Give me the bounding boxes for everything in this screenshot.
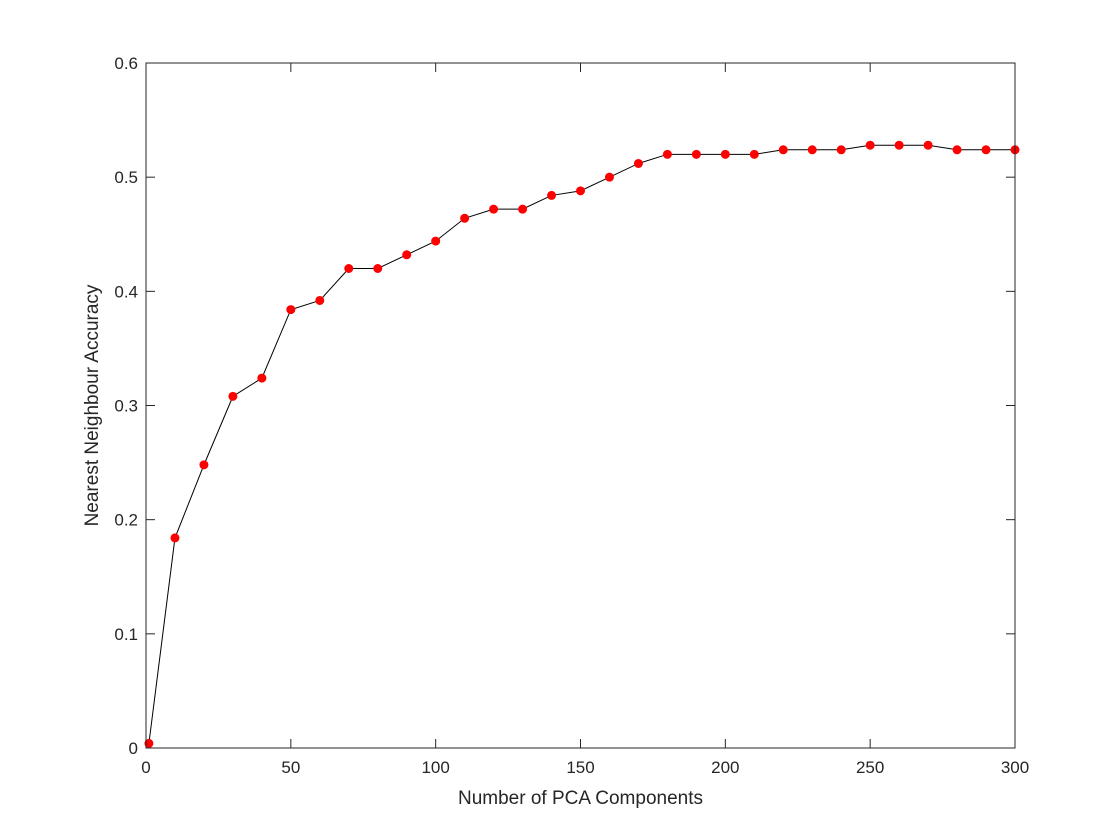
x-tick-label: 200 [711, 758, 739, 777]
plot-area [146, 63, 1015, 748]
data-point [576, 186, 585, 196]
y-tick-label: 0.2 [114, 511, 138, 530]
data-point [489, 204, 499, 214]
data-point [315, 295, 325, 305]
x-axis-label: Number of PCA Components [458, 788, 703, 809]
data-point [170, 533, 180, 543]
data-point [720, 149, 730, 159]
data-point [778, 145, 788, 155]
y-tick-label: 0.4 [114, 282, 138, 301]
x-tick-label: 250 [856, 758, 884, 777]
data-point [923, 140, 933, 150]
x-tick-label: 0 [141, 758, 150, 777]
data-point [981, 145, 991, 155]
data-point [807, 145, 817, 155]
data-point [749, 149, 759, 159]
y-tick-label: 0.6 [114, 54, 138, 73]
x-tick-label: 100 [421, 758, 449, 777]
data-point [662, 149, 672, 159]
data-point [952, 145, 962, 155]
data-point [228, 391, 238, 401]
x-tick-label: 300 [1001, 758, 1029, 777]
data-point [865, 140, 875, 150]
data-point [199, 460, 209, 470]
y-axis-label: Nearest Neighbour Accuracy [82, 284, 103, 526]
y-tick-label: 0.1 [114, 625, 138, 644]
data-point [286, 305, 296, 315]
y-tick-label: 0.3 [114, 397, 138, 416]
data-point [257, 373, 267, 383]
data-point [144, 738, 154, 748]
data-point [691, 149, 701, 159]
data-point [460, 213, 470, 223]
tick-labels: 0 50 100 150 200 250 300 0 0.1 0.2 0.3 0.4 0.5 0.6 [114, 54, 1029, 777]
x-tick-label: 150 [566, 758, 594, 777]
data-point [633, 158, 643, 168]
data-point [836, 145, 846, 155]
data-point [547, 190, 557, 200]
y-tick-label: 0.5 [114, 168, 138, 187]
data-point [518, 204, 528, 214]
data-point [431, 236, 441, 246]
axes-box [145, 62, 1016, 749]
x-tick-label: 50 [281, 758, 300, 777]
data-point [344, 264, 354, 273]
data-point [402, 250, 412, 260]
data-point [894, 140, 904, 150]
data-point [604, 172, 614, 182]
y-tick-label: 0 [129, 739, 138, 758]
data-point [373, 264, 383, 273]
